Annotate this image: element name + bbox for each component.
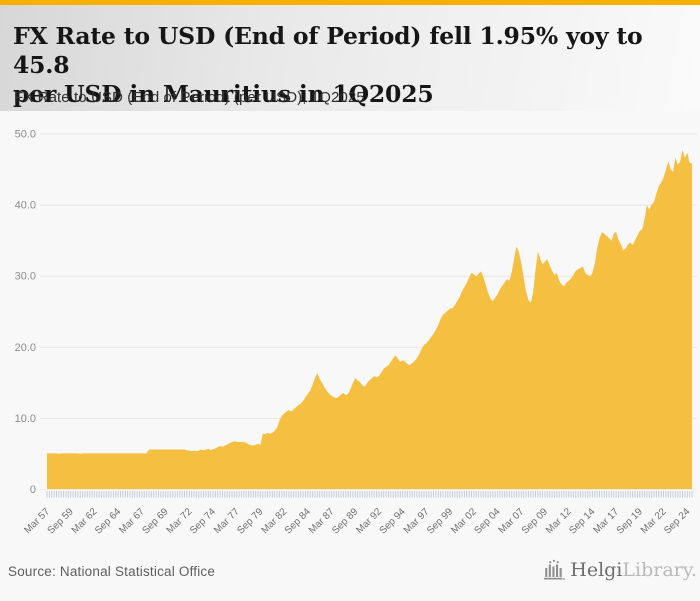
- x-tick-label: Sep 19: [615, 506, 645, 536]
- logo-text-primary: Helgi: [570, 559, 623, 581]
- page-header: FX Rate to USD (End of Period) fell 1.95…: [0, 5, 700, 111]
- y-tick-label: 10.0: [15, 413, 36, 425]
- helgi-library-logo-text: HelgiLibrary.: [570, 555, 697, 585]
- x-tick-label: Sep 74: [188, 506, 218, 536]
- x-tick-label: Sep 84: [283, 506, 313, 536]
- x-tick-label: Sep 89: [330, 506, 360, 536]
- y-tick-label: 0: [30, 484, 36, 496]
- y-tick-label: 50.0: [15, 129, 36, 141]
- helgi-library-logo-icon: [544, 559, 566, 580]
- y-tick-label: 40.0: [15, 200, 36, 212]
- chart-area: 0 10.0 20.0 30.0 40.0 50.0 Mar 57 Sep 59 Mar 62 S…: [0, 110, 700, 596]
- page-title-line1: FX Rate to USD (End of Period) fell 1.95…: [13, 22, 643, 79]
- top-accent-bar: [0, 0, 700, 5]
- x-tick-label: Sep 64: [93, 506, 123, 536]
- page-title: FX Rate to USD (End of Period) fell 1.95…: [13, 22, 683, 109]
- chart-subtitle: FX Rate to USD (End of Period) (per USD)…: [14, 89, 365, 106]
- logo-text-secondary: Library.: [622, 559, 697, 581]
- page-title-line2: per USD in Mauritius in 1Q2025: [13, 80, 434, 108]
- x-tick-label: Sep 94: [378, 506, 408, 536]
- y-tick-label: 20.0: [15, 342, 36, 354]
- x-tick-label: Sep 04: [472, 506, 502, 536]
- x-tick-label: Sep 59: [46, 506, 76, 536]
- x-tick-label: Sep 69: [140, 506, 170, 536]
- area-series: [47, 149, 692, 489]
- x-tick-label: Sep 99: [425, 506, 455, 536]
- source-text: Source: National Statistical Office: [8, 564, 216, 579]
- x-tick-label: Sep 79: [235, 506, 265, 536]
- helgi-library-logo[interactable]: HelgiLibrary.: [543, 555, 697, 585]
- x-tick-label: Sep 24: [662, 506, 692, 536]
- y-tick-label: 30.0: [15, 271, 36, 283]
- x-tick-label: Sep 14: [567, 506, 597, 536]
- x-tick-label: Sep 09: [520, 506, 550, 536]
